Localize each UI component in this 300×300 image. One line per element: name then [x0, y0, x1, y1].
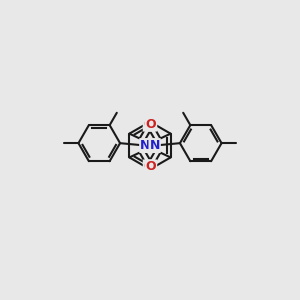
Text: O: O [146, 118, 156, 130]
Text: N: N [149, 139, 160, 152]
Text: O: O [144, 160, 154, 173]
Text: O: O [144, 118, 154, 130]
Text: N: N [140, 139, 151, 152]
Text: O: O [146, 160, 156, 173]
